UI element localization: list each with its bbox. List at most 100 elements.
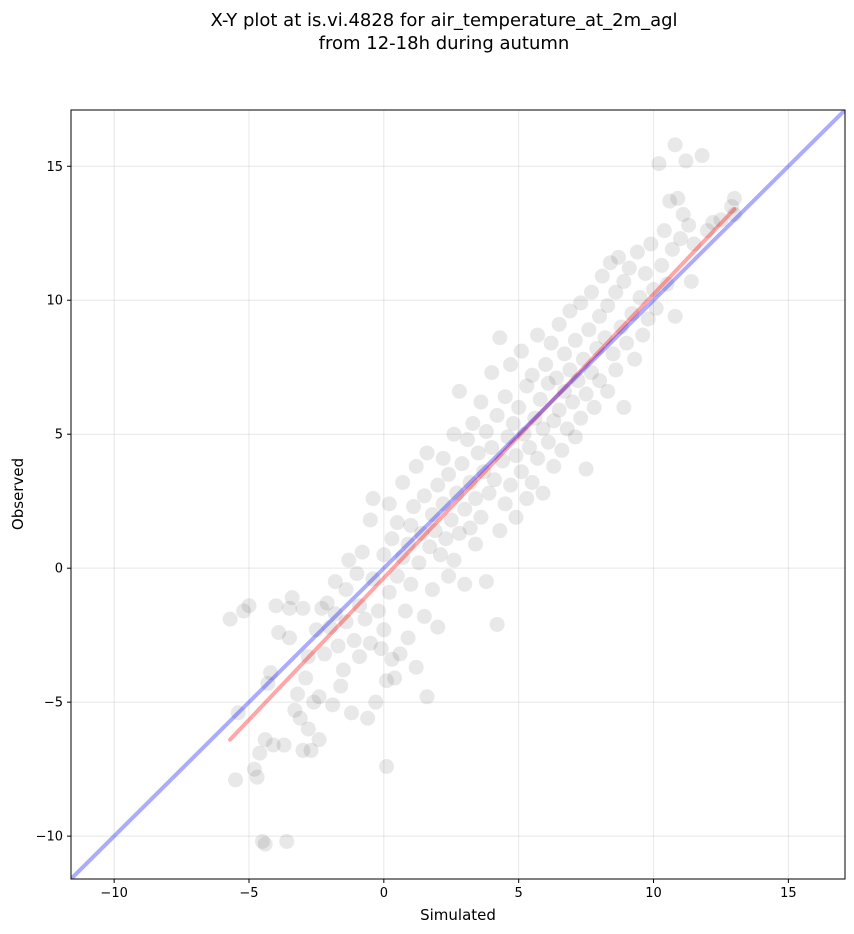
data-point <box>300 649 316 665</box>
data-point <box>478 574 494 590</box>
data-point <box>675 206 691 222</box>
data-point <box>435 450 451 466</box>
data-point <box>624 306 640 322</box>
data-point <box>459 432 475 448</box>
data-point <box>424 507 440 523</box>
data-point <box>678 153 694 169</box>
data-point <box>284 590 300 606</box>
data-point <box>724 198 740 214</box>
data-point <box>281 630 297 646</box>
data-point <box>667 137 683 153</box>
data-point <box>228 772 244 788</box>
data-point <box>449 485 465 501</box>
data-point <box>430 619 446 635</box>
data-point <box>597 330 613 346</box>
data-point <box>608 284 624 300</box>
data-point <box>287 702 303 718</box>
data-point <box>416 608 432 624</box>
data-point <box>379 758 395 774</box>
data-point <box>419 445 435 461</box>
data-point <box>546 458 562 474</box>
data-point <box>384 531 400 547</box>
data-point <box>557 383 573 399</box>
data-point <box>551 316 567 332</box>
data-point <box>503 357 519 373</box>
data-point <box>705 215 721 231</box>
data-point <box>481 485 497 501</box>
data-point <box>241 598 257 614</box>
data-point <box>470 445 486 461</box>
chart-subtitle: from 12-18h during autumn <box>319 33 570 54</box>
data-point <box>438 531 454 547</box>
data-point <box>303 742 319 758</box>
data-point <box>389 515 405 531</box>
data-point <box>616 399 632 415</box>
data-point <box>505 415 521 431</box>
data-point <box>635 327 651 343</box>
data-point <box>667 308 683 324</box>
x-tick-label: −10 <box>100 886 127 901</box>
data-point <box>492 330 508 346</box>
data-point <box>540 434 556 450</box>
data-point <box>508 448 524 464</box>
data-point <box>527 410 543 426</box>
data-point <box>473 394 489 410</box>
y-tick-label: 10 <box>46 294 63 309</box>
data-point <box>260 675 276 691</box>
data-point <box>608 362 624 378</box>
data-point <box>530 450 546 466</box>
data-point <box>486 472 502 488</box>
data-point <box>435 496 451 512</box>
fit-lines <box>71 110 845 879</box>
data-point <box>484 440 500 456</box>
data-point <box>662 193 678 209</box>
data-point <box>567 332 583 348</box>
data-point <box>508 509 524 525</box>
x-tick-label: 0 <box>380 886 388 901</box>
data-point <box>519 378 535 394</box>
data-point <box>651 156 667 172</box>
data-point <box>621 260 637 276</box>
data-point <box>311 689 327 705</box>
data-point <box>414 525 430 541</box>
data-point <box>551 402 567 418</box>
data-point <box>643 236 659 252</box>
data-point <box>583 284 599 300</box>
y-tick-label: −10 <box>36 830 63 845</box>
data-point <box>613 319 629 335</box>
y-tick-label: 15 <box>46 160 63 175</box>
data-point <box>400 630 416 646</box>
data-point <box>408 458 424 474</box>
data-point <box>546 413 562 429</box>
data-point <box>600 383 616 399</box>
y-tick-label: −5 <box>44 696 63 711</box>
data-point <box>362 512 378 528</box>
data-point <box>249 769 265 785</box>
data-point <box>357 611 373 627</box>
data-point <box>538 357 554 373</box>
data-point <box>317 646 333 662</box>
data-point <box>465 415 481 431</box>
data-point <box>602 255 618 271</box>
data-point <box>648 300 664 316</box>
data-point <box>594 268 610 284</box>
data-point <box>362 635 378 651</box>
data-point <box>521 440 537 456</box>
data-point <box>389 568 405 584</box>
data-point <box>446 426 462 442</box>
data-point <box>683 273 699 289</box>
data-point <box>586 399 602 415</box>
data-point <box>570 373 586 389</box>
data-point <box>408 659 424 675</box>
data-point <box>489 407 505 423</box>
data-point <box>325 697 341 713</box>
data-point <box>468 491 484 507</box>
data-point <box>376 622 392 638</box>
data-point <box>605 346 621 362</box>
data-point <box>573 295 589 311</box>
data-point <box>360 710 376 726</box>
data-point <box>306 694 322 710</box>
data-point <box>511 399 527 415</box>
data-point <box>513 464 529 480</box>
